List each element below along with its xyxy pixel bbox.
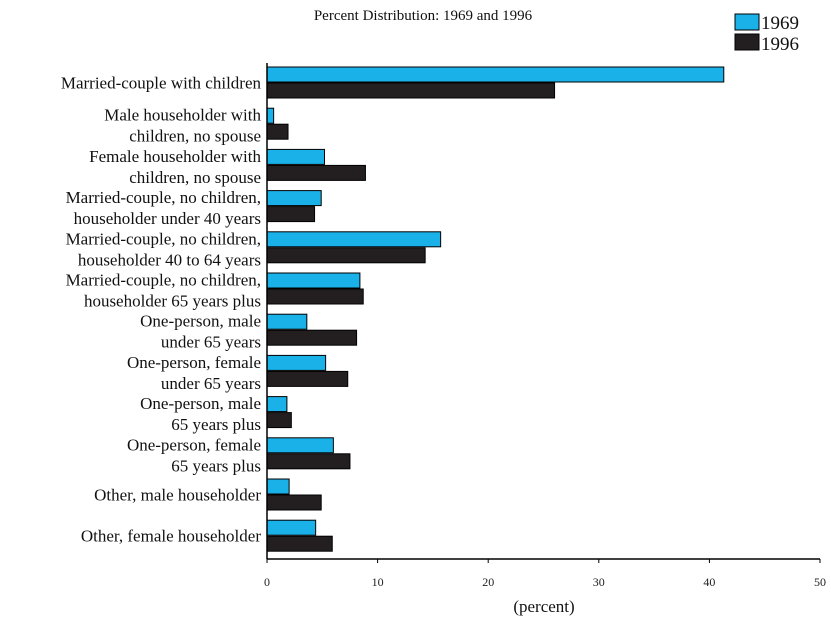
- x-tick-label-20: 20: [482, 575, 494, 589]
- bar-1996-4: [266, 206, 316, 223]
- x-tick-label-10: 10: [372, 575, 384, 589]
- category-label-11: Other, male householder: [94, 486, 261, 505]
- x-tick-label-50: 50: [814, 575, 826, 589]
- bar-1996-11: [266, 494, 322, 511]
- x-tick-label-0: 0: [264, 575, 270, 589]
- legend-swatch-1969: [734, 13, 760, 31]
- category-label-10: One-person, female 65 years plus: [127, 435, 261, 475]
- bar-1996-12: [266, 535, 333, 552]
- legend-label-1969: 1969: [761, 13, 799, 34]
- bar-1969-3: [266, 148, 326, 165]
- category-label-1: Married-couple with children: [61, 74, 262, 93]
- bar-1996-10: [266, 453, 351, 470]
- bar-1996-9: [266, 412, 292, 429]
- bar-1996-5: [266, 247, 426, 264]
- category-label-7: One-person, male under 65 years: [140, 312, 261, 352]
- x-ticks: 0 10 20 30 40 50: [264, 559, 826, 589]
- bar-1969-7: [266, 313, 308, 330]
- x-tick-label-30: 30: [593, 575, 605, 589]
- bar-1969-10: [266, 437, 334, 454]
- bar-1969-9: [266, 396, 288, 413]
- bar-1969-1: [266, 66, 725, 83]
- chart-title: Percent Distribution: 1969 and 1996: [314, 8, 533, 24]
- bar-1969-11: [266, 478, 290, 495]
- bar-1996-1: [266, 82, 556, 99]
- category-label-6: Married-couple, no children, householder …: [66, 271, 261, 311]
- category-label-5: Married-couple, no children, householder …: [66, 229, 261, 269]
- x-axis-label: (percent): [513, 597, 574, 616]
- bars: [266, 66, 725, 552]
- bar-1996-7: [266, 329, 358, 346]
- bar-1969-8: [266, 354, 327, 371]
- bar-1969-2: [266, 107, 275, 124]
- category-label-4: Married-couple, no children, householder …: [66, 188, 261, 228]
- bar-1996-6: [266, 288, 364, 305]
- bar-1969-5: [266, 231, 442, 248]
- legend-label-1996: 1996: [761, 34, 799, 55]
- category-label-3: Female householder with children, no spou…: [89, 147, 261, 187]
- category-label-9: One-person, male 65 years plus: [140, 394, 261, 434]
- x-tick-label-40: 40: [703, 575, 715, 589]
- bar-1969-4: [266, 190, 322, 207]
- legend-swatch-1996: [734, 33, 760, 51]
- category-labels: Married-couple with children Male househo…: [61, 74, 262, 546]
- category-label-12: Other, female householder: [81, 527, 261, 546]
- category-label-8: One-person, female under 65 years: [127, 353, 261, 393]
- legend: 1969 1996: [734, 13, 799, 55]
- bar-1996-2: [266, 123, 289, 140]
- bar-1969-6: [266, 272, 361, 289]
- category-label-2: Male householder with children, no spouse: [104, 106, 261, 146]
- bar-1996-3: [266, 164, 366, 181]
- bar-1969-12: [266, 519, 317, 536]
- bar-1996-8: [266, 370, 349, 387]
